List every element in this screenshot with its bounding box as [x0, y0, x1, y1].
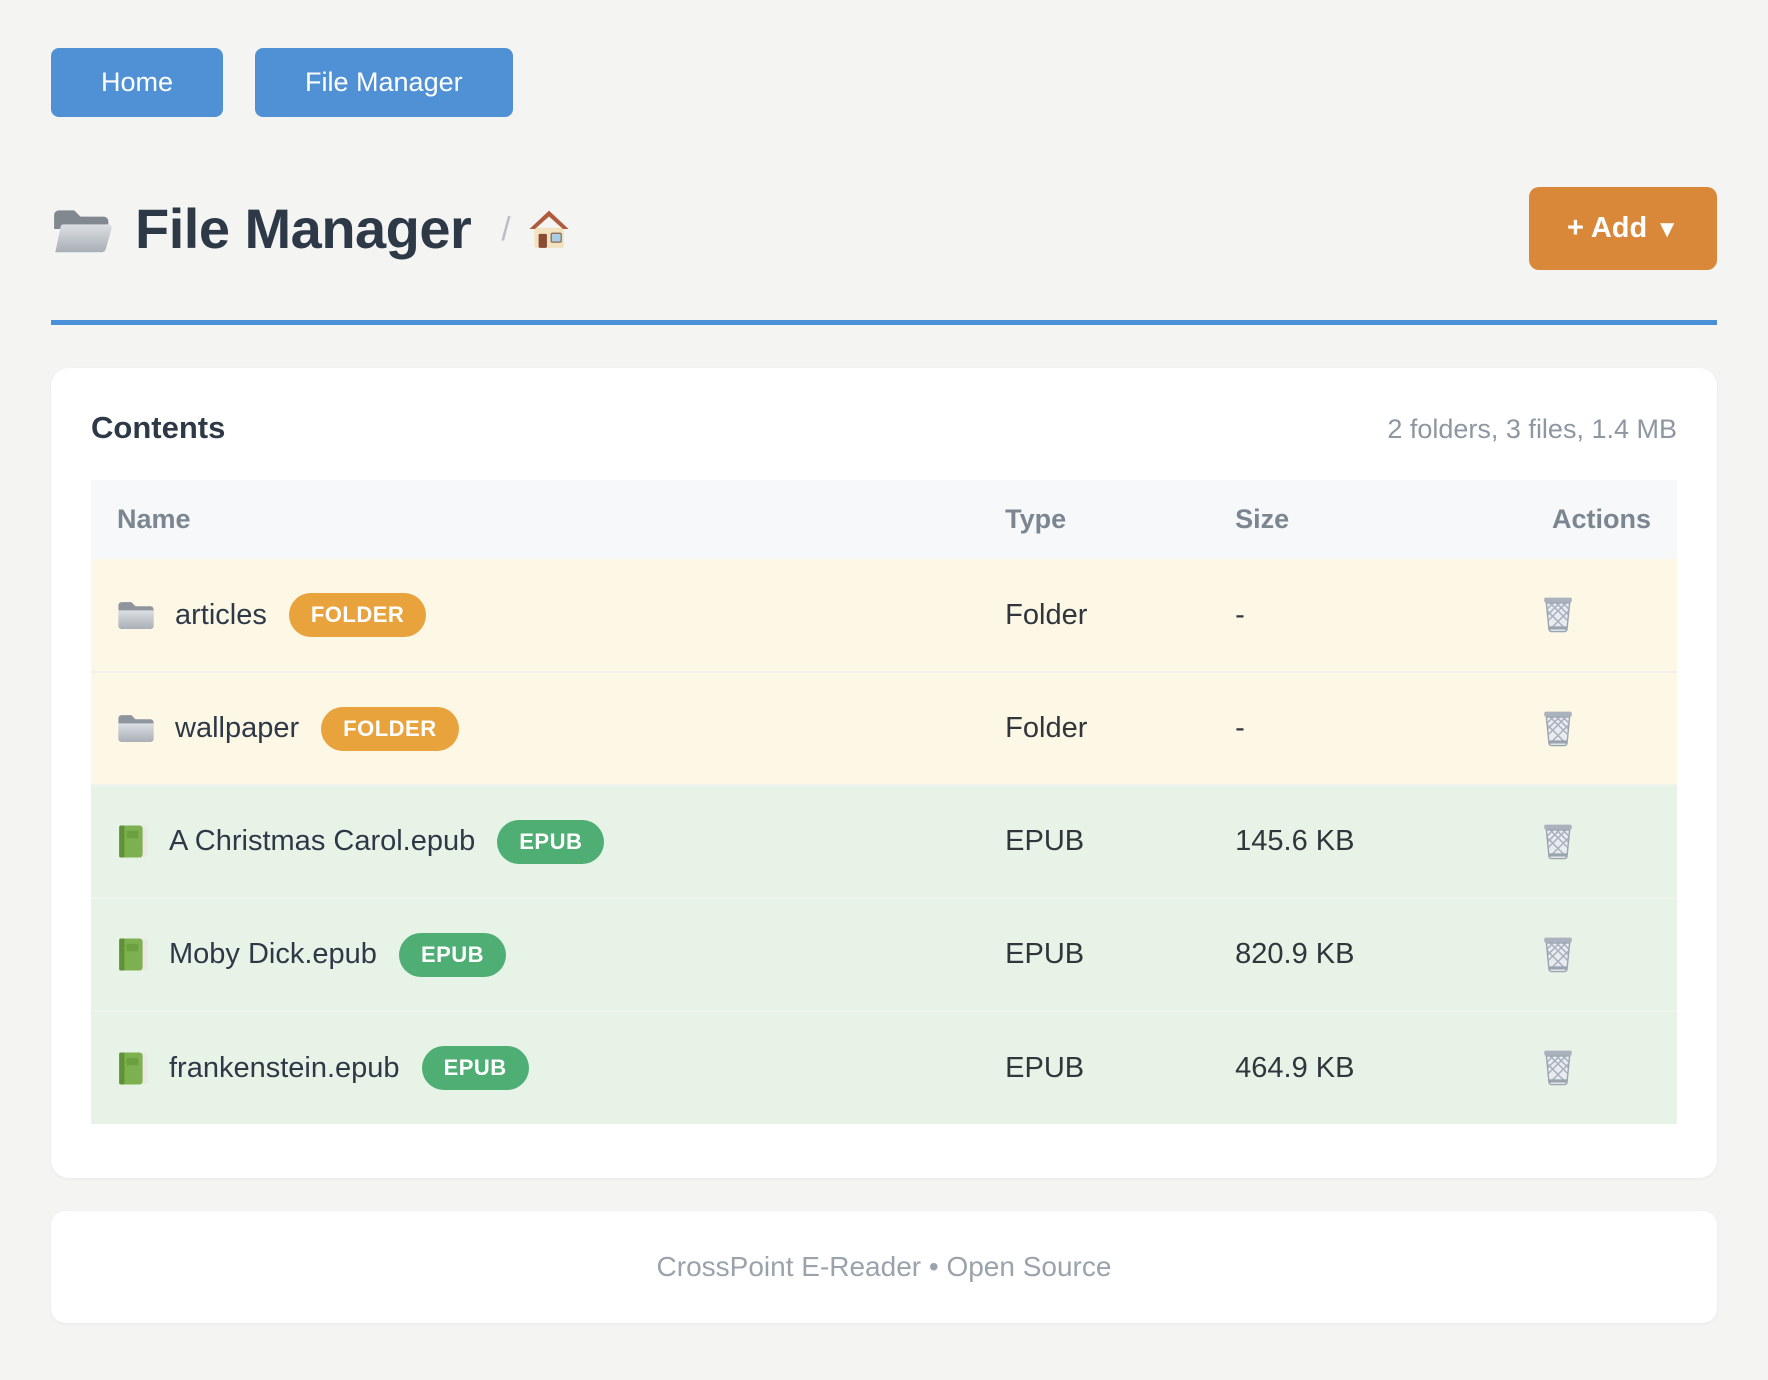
breadcrumb-separator: /: [501, 209, 511, 247]
item-name[interactable]: A Christmas Carol.epub: [169, 825, 476, 857]
contents-summary: 2 folders, 3 files, 1.4 MB: [1387, 414, 1677, 444]
table-row[interactable]: Moby Dick.epub EPUB EPUB 820.9 KB: [91, 897, 1677, 1011]
top-nav: Home File Manager: [51, 0, 1717, 117]
folder-badge: FOLDER: [321, 706, 459, 751]
folder-icon: [118, 715, 154, 742]
add-button-label: + Add: [1566, 212, 1648, 244]
nav-home-button[interactable]: Home: [51, 48, 224, 117]
name-cell: wallpaper FOLDER: [117, 706, 953, 751]
item-type: EPUB: [979, 1010, 1210, 1124]
item-size: -: [1209, 671, 1440, 785]
epub-badge: EPUB: [497, 819, 605, 864]
item-name[interactable]: articles: [175, 598, 267, 631]
column-header-type: Type: [979, 480, 1210, 559]
item-size: 820.9 KB: [1209, 897, 1440, 1011]
item-size: 145.6 KB: [1209, 784, 1440, 898]
contents-card: Contents 2 folders, 3 files, 1.4 MB Name…: [51, 368, 1717, 1178]
title-group: File Manager /: [51, 196, 571, 261]
name-cell: articles FOLDER: [117, 593, 953, 637]
delete-button[interactable]: [1536, 815, 1580, 865]
item-name[interactable]: wallpaper: [175, 712, 300, 744]
footer-text: CrossPoint E-Reader • Open Source: [656, 1251, 1112, 1282]
trash-icon: [1540, 932, 1576, 974]
book-icon: [119, 938, 148, 971]
contents-title: Contents: [91, 410, 226, 445]
open-folder-icon: [54, 209, 112, 252]
trash-icon: [1540, 1045, 1576, 1087]
page-header: File Manager / + Add ▼: [51, 187, 1717, 270]
page-title: File Manager: [135, 197, 472, 260]
item-name[interactable]: Moby Dick.epub: [169, 938, 377, 970]
column-header-actions: Actions: [1439, 480, 1677, 559]
epub-badge: EPUB: [421, 1046, 529, 1090]
accent-divider: [51, 320, 1717, 325]
home-icon[interactable]: [527, 208, 571, 250]
contents-card-header: Contents 2 folders, 3 files, 1.4 MB: [91, 410, 1677, 446]
name-cell: frankenstein.epub EPUB: [117, 1046, 953, 1090]
name-cell: Moby Dick.epub EPUB: [117, 932, 953, 977]
item-size: -: [1209, 559, 1440, 672]
delete-button[interactable]: [1536, 928, 1580, 978]
trash-icon: [1540, 819, 1576, 861]
delete-button[interactable]: [1536, 1041, 1580, 1091]
column-header-size: Size: [1209, 480, 1440, 559]
caret-down-icon: ▼: [1655, 216, 1679, 243]
table-row[interactable]: wallpaper FOLDER Folder -: [91, 671, 1677, 785]
book-icon: [119, 1052, 148, 1084]
nav-file-manager-button[interactable]: File Manager: [255, 48, 513, 117]
table-row[interactable]: A Christmas Carol.epub EPUB EPUB 145.6 K…: [91, 784, 1677, 898]
folder-badge: FOLDER: [288, 593, 427, 637]
footer: CrossPoint E-Reader • Open Source: [51, 1211, 1717, 1323]
item-type: Folder: [979, 671, 1210, 785]
item-type: Folder: [979, 559, 1210, 672]
trash-icon: [1540, 706, 1576, 748]
item-type: EPUB: [979, 897, 1210, 1011]
folder-icon: [118, 601, 154, 629]
table-row[interactable]: articles FOLDER Folder -: [91, 559, 1677, 672]
table-header-row: Name Type Size Actions: [91, 480, 1677, 559]
table-row[interactable]: frankenstein.epub EPUB EPUB 464.9 KB: [91, 1010, 1677, 1124]
name-cell: A Christmas Carol.epub EPUB: [117, 819, 953, 864]
file-table: Name Type Size Actions articles FOLDER: [91, 480, 1677, 1124]
delete-button[interactable]: [1536, 702, 1580, 752]
page-container: Home File Manager File Manager / + Add ▼ …: [51, 0, 1717, 1323]
item-size: 464.9 KB: [1209, 1010, 1440, 1124]
epub-badge: EPUB: [398, 932, 507, 977]
item-name[interactable]: frankenstein.epub: [169, 1051, 400, 1084]
add-button[interactable]: + Add ▼: [1528, 187, 1717, 270]
item-type: EPUB: [979, 784, 1210, 898]
column-header-name: Name: [91, 480, 980, 559]
trash-icon: [1540, 592, 1576, 634]
delete-button[interactable]: [1536, 588, 1580, 638]
book-icon: [119, 825, 148, 858]
